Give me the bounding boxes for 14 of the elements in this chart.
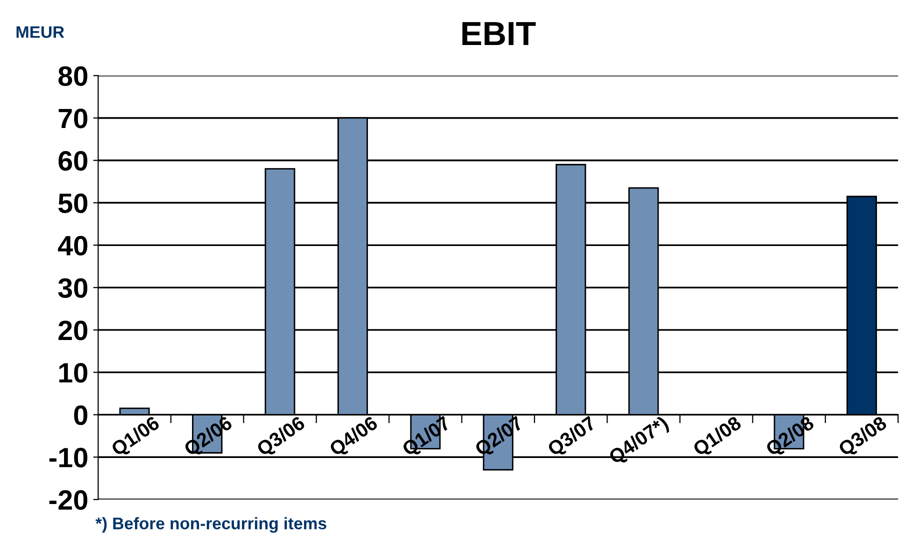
text: *) Before non-recurring items <box>95 517 326 533</box>
y-tick-label: 30 <box>58 278 88 298</box>
y-tick-label: 10 <box>59 363 88 383</box>
y-tick-label: -20 <box>49 490 88 510</box>
y-axis-title: MEUR <box>16 26 64 38</box>
y-tick-label: 20 <box>58 320 88 340</box>
y-tick-label: -10 <box>49 448 88 468</box>
y-tick-label: 60 <box>58 151 88 171</box>
y-tick-label: 50 <box>58 193 88 214</box>
y-tick-label: 80 <box>58 66 88 86</box>
y-tick-label: 70 <box>58 108 88 128</box>
chart-title: EBIT <box>462 22 536 46</box>
y-tick-label: 0 <box>74 405 88 426</box>
y-tick-label: 40 <box>58 236 88 256</box>
